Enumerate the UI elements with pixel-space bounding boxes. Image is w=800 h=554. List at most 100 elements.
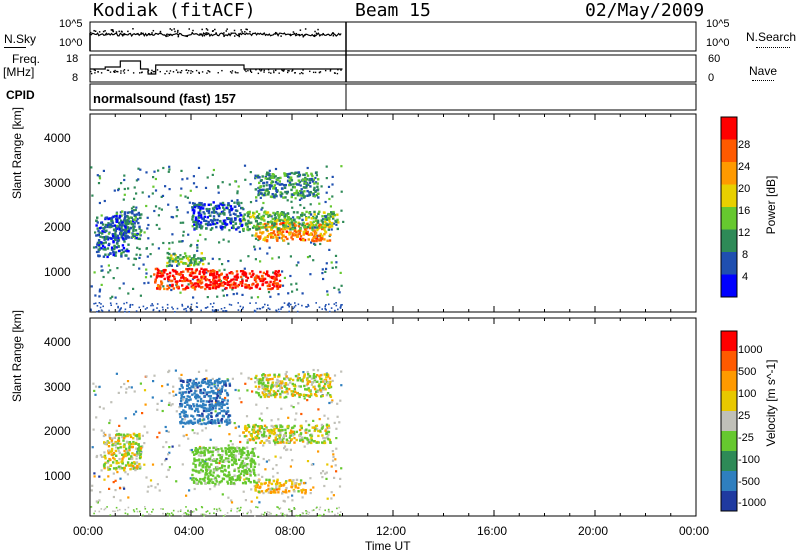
range-gate-cell (232, 281, 236, 284)
range-gate-cell (217, 483, 220, 486)
range-gate-cell (226, 399, 229, 402)
range-gate-cell (158, 309, 161, 312)
range-gate-cell (323, 484, 326, 488)
range-gate-cell (104, 507, 107, 510)
range-gate-cell (118, 424, 121, 427)
range-gate-cell (242, 464, 245, 468)
range-gate-cell (296, 233, 300, 236)
range-gate-cell (138, 449, 142, 452)
range-gate-cell (291, 459, 294, 462)
range-gate-cell (311, 239, 314, 242)
range-gate-cell (179, 291, 182, 294)
range-gate-cell (98, 231, 101, 234)
range-gate-cell (218, 481, 221, 484)
range-gate-cell (268, 459, 271, 462)
range-gate-cell (203, 513, 206, 516)
range-gate-cell (271, 287, 274, 290)
range-gate-cell (312, 374, 315, 378)
range-gate-cell (209, 219, 213, 222)
range-gate-cell (126, 461, 130, 464)
range-gate-cell (240, 456, 243, 459)
range-gate-cell (318, 210, 321, 213)
range-gate-cell (224, 223, 227, 227)
range-gate-cell (297, 261, 300, 264)
range-gate-cell (231, 272, 234, 275)
range-gate-cell (195, 262, 198, 265)
nave-dot (273, 71, 275, 74)
range-gate-cell (270, 385, 274, 388)
range-gate-cell (183, 414, 186, 417)
range-gate-cell (138, 216, 142, 220)
range-gate-cell (322, 388, 325, 391)
range-gate-cell (274, 455, 277, 458)
range-gate-cell (294, 418, 297, 421)
range-gate-cell (301, 194, 304, 198)
range-gate-cell (154, 486, 157, 489)
nave-dot (190, 72, 192, 74)
range-gate-cell (192, 283, 195, 287)
range-gate-cell (312, 215, 315, 218)
range-gate-cell (229, 286, 232, 289)
range-gate-cell (119, 446, 122, 449)
range-gate-cell (221, 210, 225, 213)
range-gate-cell (258, 247, 262, 250)
range-gate-cell (224, 310, 226, 312)
range-gate-cell (250, 488, 253, 491)
range-gate-cell (196, 249, 199, 252)
power-ylabel: Slant Range [km] (10, 106, 24, 200)
range-gate-cell (211, 408, 214, 411)
nsky-trace (89, 28, 342, 51)
range-gate-cell (111, 247, 114, 251)
nave-dot (302, 72, 304, 75)
range-gate-cell (156, 408, 159, 411)
nave-dot (147, 69, 150, 72)
range-gate-cell (242, 431, 245, 434)
range-gate-cell (309, 273, 312, 276)
range-gate-cell (196, 302, 198, 304)
range-gate-cell (283, 434, 287, 437)
range-gate-cell (274, 436, 277, 439)
range-gate-cell (283, 276, 286, 279)
range-gate-cell (251, 214, 255, 217)
range-gate-cell (301, 512, 304, 514)
range-gate-cell (303, 190, 306, 193)
range-gate-cell (193, 288, 197, 291)
range-gate-cell (244, 480, 247, 484)
range-gate-cell (179, 272, 182, 275)
range-gate-cell (326, 392, 330, 395)
range-gate-cell (168, 247, 171, 250)
range-gate-cell (292, 307, 295, 310)
range-gate-cell (116, 267, 119, 270)
range-gate-cell (214, 222, 217, 226)
range-gate-cell (257, 455, 260, 458)
range-gate-cell (113, 252, 116, 255)
range-gate-cell (335, 266, 338, 269)
range-gate-cell (123, 436, 126, 440)
range-gate-cell (183, 418, 187, 421)
range-gate-cell (119, 477, 122, 480)
range-gate-cell (203, 462, 206, 465)
range-gate-cell (220, 272, 223, 275)
nsky-dot (168, 34, 171, 37)
range-gate-cell (220, 417, 224, 421)
range-gate-cell (279, 425, 282, 429)
range-gate-cell (203, 203, 206, 206)
nsky-dot (98, 31, 101, 33)
range-gate-cell (215, 446, 218, 449)
range-gate-cell (323, 441, 327, 445)
range-gate-cell (221, 263, 224, 266)
range-gate-cell (123, 219, 126, 222)
range-gate-cell (315, 219, 318, 223)
nave-dot (245, 70, 247, 73)
range-gate-cell (204, 482, 207, 485)
range-gate-cell (274, 438, 277, 442)
range-gate-cell (252, 211, 255, 215)
range-gate-cell (275, 235, 278, 238)
range-gate-cell (321, 470, 325, 473)
range-gate-cell (207, 417, 210, 420)
velocity-ylabel: Slant Range [km] (10, 309, 24, 403)
range-gate-cell (279, 284, 282, 287)
range-gate-cell (102, 227, 106, 230)
range-gate-cell (223, 268, 226, 271)
range-gate-cell (271, 176, 275, 179)
